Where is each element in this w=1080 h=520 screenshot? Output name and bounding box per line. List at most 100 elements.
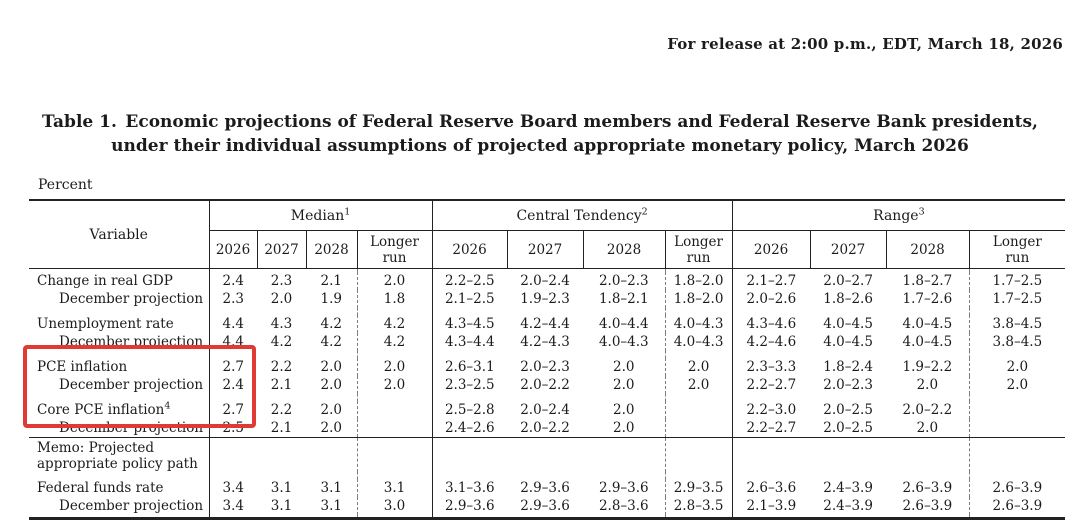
spacer-row bbox=[29, 268, 1066, 272]
value-cell: 2.1–3.9 bbox=[731, 497, 811, 515]
value-cell: 4.2 bbox=[356, 333, 433, 351]
value-cell: 2.0 bbox=[320, 359, 342, 375]
value-cell: 2.0 bbox=[613, 420, 635, 436]
table-body: Change in real GDP 2.4 2.3 2.1 2.0 2.2–2.5 2.0… bbox=[29, 268, 1066, 519]
value-cell: 2.0 bbox=[664, 376, 733, 394]
year-column-header: 2026 bbox=[431, 230, 508, 269]
value-cell: 3.1 bbox=[320, 498, 342, 514]
table-row: Unemployment rate 4.4 4.3 4.2 4.2 4.3–4.5 4.2–… bbox=[29, 315, 1066, 333]
table-row: December projection 2.4 2.1 2.0 2.0 2.3–2.5 2.… bbox=[29, 376, 1066, 394]
value-cell: 2.6–3.9 bbox=[968, 497, 1066, 515]
table-row: December projection 2.3 2.0 1.9 1.8 2.1–2.5 1.… bbox=[29, 290, 1066, 308]
value-cell: 2.0 bbox=[916, 377, 939, 393]
value-cell: 4.2 bbox=[270, 334, 293, 350]
spacer-row bbox=[29, 351, 1066, 358]
table-title: Table 1. Economic projections of Federal… bbox=[0, 110, 1080, 158]
value-cell: 2.4–3.9 bbox=[823, 480, 873, 496]
release-line: For release at 2:00 p.m., EDT, March 18,… bbox=[667, 35, 1063, 53]
value-cell: 2.1–2.5 bbox=[431, 290, 508, 308]
value-cell: 2.9–3.5 bbox=[664, 479, 733, 497]
value-cell: 2.4 bbox=[208, 272, 257, 290]
value-cell: 2.0 bbox=[664, 358, 733, 376]
median-group-header: Median1 bbox=[208, 200, 433, 231]
value-cell: 3.1–3.6 bbox=[431, 479, 508, 497]
value-cell: 1.7–2.5 bbox=[968, 290, 1066, 308]
value-cell bbox=[731, 437, 811, 472]
row-label: Change in real GDP bbox=[37, 273, 173, 289]
value-cell: 4.3–4.5 bbox=[431, 315, 508, 333]
value-cell: 2.0–2.3 bbox=[823, 377, 873, 393]
table-title-line1: Table 1. Economic projections of Federal… bbox=[42, 112, 1038, 132]
value-cell bbox=[431, 437, 508, 472]
footnote-marker: 4 bbox=[164, 401, 171, 412]
value-cell: 4.0–4.3 bbox=[598, 334, 649, 350]
table-row: Change in real GDP 2.4 2.3 2.1 2.0 2.2–2.5 2.0… bbox=[29, 272, 1066, 290]
value-cell: 4.0–4.5 bbox=[823, 334, 873, 350]
value-cell bbox=[968, 419, 1066, 438]
spacer-row bbox=[29, 472, 1066, 479]
year-column-header: 2026 bbox=[731, 230, 811, 269]
value-cell: 2.5–2.8 bbox=[431, 401, 508, 419]
value-cell: 2.3 bbox=[270, 273, 293, 289]
value-cell: 2.0–2.2 bbox=[902, 402, 953, 418]
value-cell bbox=[257, 437, 306, 472]
value-cell: 2.7 bbox=[208, 358, 257, 376]
value-cell: 2.0 bbox=[320, 402, 342, 418]
table-row: December projection 2.5 2.1 2.0 2.4–2.6 2.0–2… bbox=[29, 419, 1066, 438]
row-label: Unemployment rate bbox=[37, 316, 174, 332]
value-cell: 3.1 bbox=[356, 479, 433, 497]
value-cell bbox=[886, 437, 970, 472]
value-cell: 4.0–4.5 bbox=[902, 334, 953, 350]
value-cell: 4.2 bbox=[320, 334, 342, 350]
row-label: Memo: Projected appropriate policy path bbox=[29, 437, 209, 472]
year-column-header: 2027 bbox=[506, 230, 584, 269]
value-cell: 2.3–2.5 bbox=[431, 376, 508, 394]
value-cell: 2.0 bbox=[968, 358, 1066, 376]
value-cell: 2.4–3.9 bbox=[823, 498, 873, 514]
value-cell: 2.0 bbox=[270, 291, 293, 307]
value-cell: 2.4–2.6 bbox=[431, 419, 508, 438]
value-cell bbox=[968, 401, 1066, 419]
value-cell bbox=[356, 419, 433, 438]
footnote-marker: 3 bbox=[918, 205, 925, 217]
value-cell: 1.8–2.0 bbox=[664, 290, 733, 308]
value-cell: 4.0–4.5 bbox=[823, 316, 873, 332]
projections-table: Variable Median1 Central Tendency2 Range… bbox=[29, 199, 1066, 520]
value-cell: 1.8–2.6 bbox=[823, 291, 873, 307]
value-cell: 2.4 bbox=[208, 376, 257, 394]
range-group-header: Range3 bbox=[731, 200, 1066, 231]
value-cell: 4.2 bbox=[356, 315, 433, 333]
value-cell: 2.0–2.7 bbox=[823, 273, 873, 289]
value-cell: 2.6–3.6 bbox=[731, 479, 811, 497]
value-cell: 2.1 bbox=[270, 420, 293, 436]
value-cell: 2.0 bbox=[320, 377, 342, 393]
value-cell: 4.2 bbox=[320, 316, 342, 332]
value-cell: 4.2–4.3 bbox=[520, 334, 570, 350]
value-cell: 3.8–4.5 bbox=[968, 315, 1066, 333]
table-row: Federal funds rate 3.4 3.1 3.1 3.1 3.1–3.6 2.9… bbox=[29, 479, 1066, 497]
value-cell: 2.6–3.9 bbox=[902, 498, 953, 514]
value-cell: 2.8–3.5 bbox=[664, 497, 733, 515]
table-row: Core PCE inflation4 2.7 2.2 2.0 2.5–2.8 2.0–2… bbox=[29, 401, 1066, 419]
value-cell: 2.0–2.3 bbox=[520, 359, 570, 375]
row-label: December projection bbox=[59, 334, 204, 350]
value-cell: 1.8–2.7 bbox=[902, 273, 953, 289]
table-header: Variable Median1 Central Tendency2 Range… bbox=[29, 200, 1066, 269]
value-cell bbox=[208, 437, 257, 472]
value-cell bbox=[507, 437, 584, 472]
value-cell: 2.0 bbox=[916, 420, 939, 436]
value-cell: 4.2–4.6 bbox=[731, 333, 811, 351]
value-cell: 4.0–4.3 bbox=[664, 315, 733, 333]
value-cell: 4.0–4.3 bbox=[664, 333, 733, 351]
value-cell: 4.3–4.6 bbox=[731, 315, 811, 333]
value-cell: 2.2–2.5 bbox=[431, 272, 508, 290]
value-cell: 1.8–2.4 bbox=[823, 359, 873, 375]
value-cell: 2.6–3.9 bbox=[902, 480, 953, 496]
year-column-header: Longer run bbox=[664, 230, 733, 269]
value-cell: 2.9–3.6 bbox=[598, 480, 649, 496]
value-cell: 2.0–2.3 bbox=[598, 273, 649, 289]
value-cell: 3.1 bbox=[270, 498, 293, 514]
value-cell: 4.4 bbox=[208, 315, 257, 333]
footnote-marker: 2 bbox=[641, 205, 648, 217]
